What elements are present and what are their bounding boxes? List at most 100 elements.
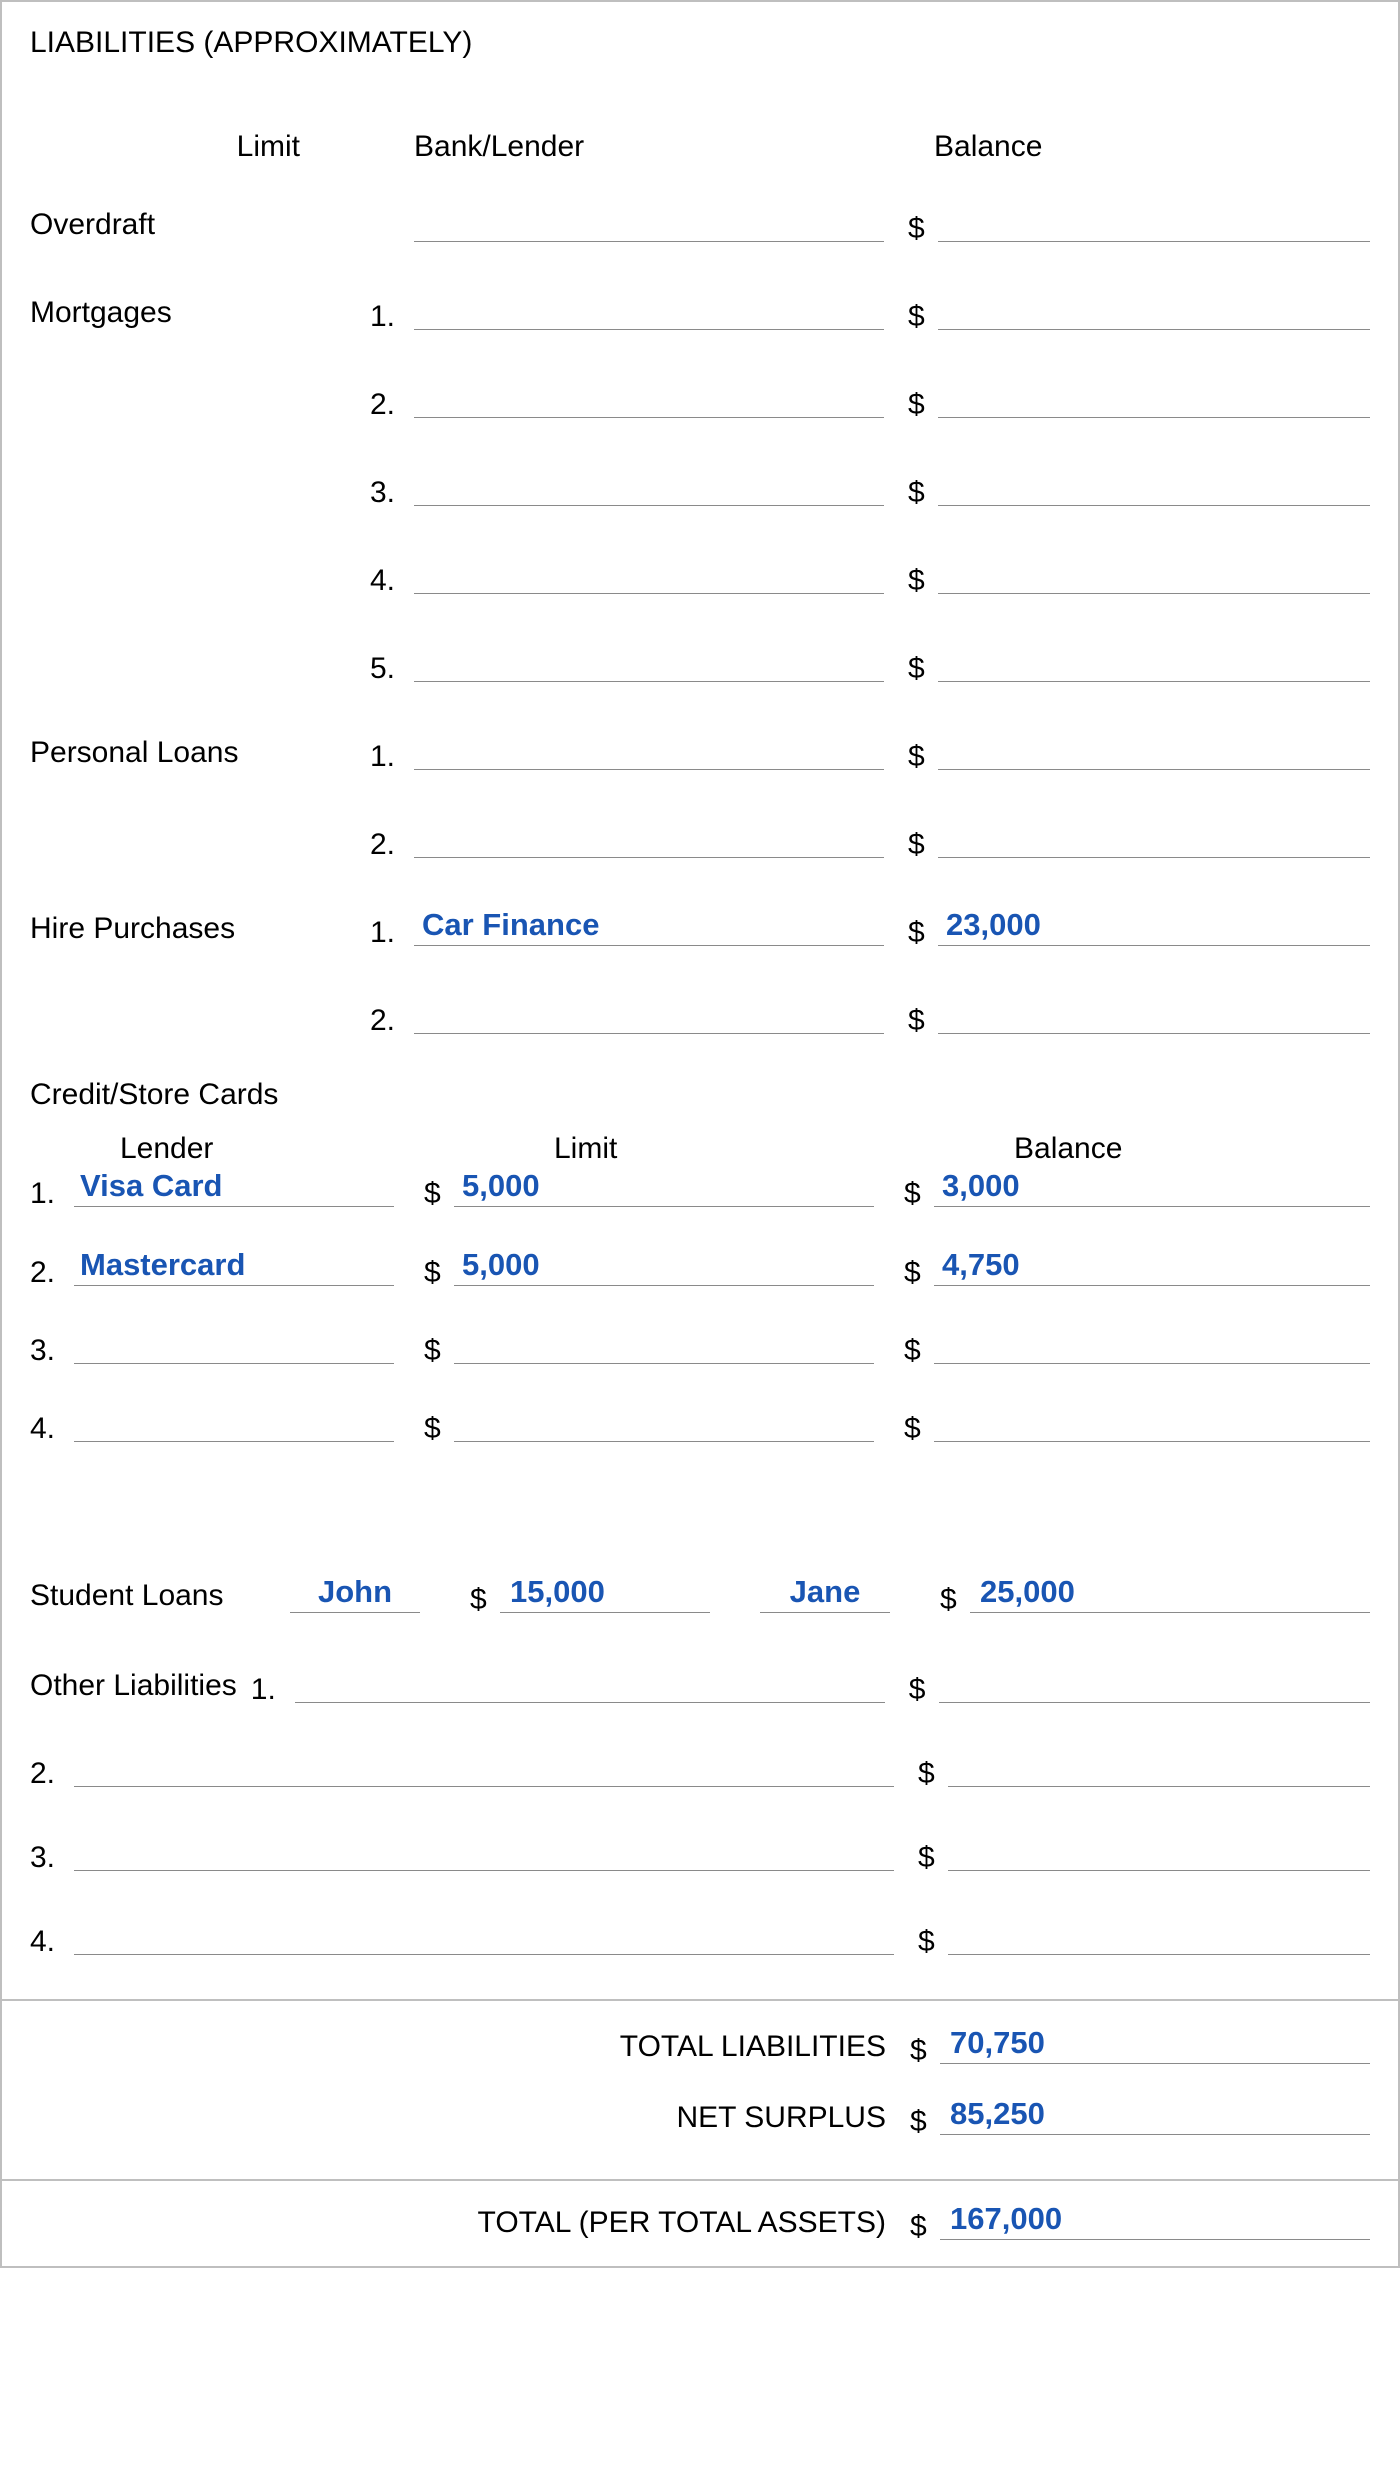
hire-purchase-balance-input[interactable] [938, 994, 1370, 1034]
mortgage-lender-input[interactable] [414, 466, 884, 506]
currency-symbol: $ [910, 2034, 940, 2068]
currency-symbol: $ [910, 2210, 940, 2244]
mortgage-row: 2.$ [30, 374, 1370, 418]
mortgage-lender-input[interactable] [414, 378, 884, 418]
header-balance: Balance [914, 130, 1370, 164]
student-loans-label: Student Loans [30, 1579, 290, 1613]
mortgage-balance-input[interactable] [938, 290, 1370, 330]
mortgage-row: 3.$ [30, 462, 1370, 506]
credit-card-lender-input[interactable] [74, 1324, 394, 1364]
credit-card-balance-input[interactable]: 4,750 [934, 1245, 1370, 1286]
other-liability-desc-input[interactable] [295, 1663, 885, 1703]
currency-symbol: $ [910, 2105, 940, 2139]
hire-purchase-lender-input[interactable] [414, 994, 884, 1034]
mortgage-lender-input[interactable] [414, 290, 884, 330]
credit-card-balance-input[interactable]: 3,000 [934, 1166, 1370, 1207]
credit-card-lender-input[interactable]: Visa Card [74, 1166, 394, 1207]
liabilities-form: LIABILITIES (APPROXIMATELY) Limit Bank/L… [0, 0, 1400, 2268]
currency-symbol: $ [908, 212, 938, 246]
mortgage-row: Mortgages1.$ [30, 286, 1370, 330]
personal-loan-row: Personal Loans1.$ [30, 726, 1370, 770]
currency-symbol: $ [904, 1412, 934, 1446]
other-liability-row: Other Liabilities1.$ [30, 1663, 1370, 1703]
student-loan-b-amount[interactable]: 25,000 [970, 1572, 1370, 1613]
hire-purchase-lender-input[interactable]: Car Finance [414, 905, 884, 946]
row-number: 2. [370, 388, 414, 422]
credit-card-limit-input[interactable]: 5,000 [454, 1166, 874, 1207]
total-liabilities-amount: 70,750 [940, 2023, 1370, 2064]
mortgage-lender-input[interactable] [414, 554, 884, 594]
other-liability-amount-input[interactable] [939, 1663, 1370, 1703]
totals-box: TOTAL LIABILITIES $ 70,750 NET SURPLUS $… [2, 1999, 1398, 2266]
personal-loan-lender-input[interactable] [414, 730, 884, 770]
credit-cards-headers: Lender Limit Balance [30, 1132, 1370, 1166]
overdraft-lender-input[interactable] [414, 202, 884, 242]
currency-symbol: $ [424, 1256, 454, 1290]
other-liability-amount-input[interactable] [948, 1831, 1370, 1871]
mortgage-balance-input[interactable] [938, 554, 1370, 594]
student-loan-b-name[interactable]: Jane [760, 1572, 890, 1613]
hire-purchase-balance-input[interactable]: 23,000 [938, 905, 1370, 946]
student-loans-row: Student Loans John $ 15,000 Jane $ 25,00… [30, 1572, 1370, 1613]
currency-symbol: $ [909, 1673, 939, 1707]
mortgage-balance-input[interactable] [938, 642, 1370, 682]
overdraft-balance-input[interactable] [938, 202, 1370, 242]
currency-symbol: $ [918, 1757, 948, 1791]
other-liability-desc-input[interactable] [74, 1915, 894, 1955]
column-headers: Limit Bank/Lender Balance [30, 130, 1370, 164]
student-loan-a-name[interactable]: John [290, 1572, 420, 1613]
credit-card-limit-input[interactable] [454, 1324, 874, 1364]
row-number: 1. [251, 1673, 295, 1707]
other-liability-row: 3.$ [30, 1831, 1370, 1871]
grand-total-label: TOTAL (PER TOTAL ASSETS) [478, 2206, 886, 2240]
currency-symbol: $ [908, 300, 938, 334]
personal-loan-balance-input[interactable] [938, 818, 1370, 858]
total-liabilities-row: TOTAL LIABILITIES $ 70,750 [30, 2023, 1370, 2064]
credit-card-lender-input[interactable]: Mastercard [74, 1245, 394, 1286]
row-number: 3. [30, 1841, 74, 1875]
mortgage-row: 4.$ [30, 550, 1370, 594]
personal-loan-row: 2.$ [30, 814, 1370, 858]
other-liability-desc-input[interactable] [74, 1747, 894, 1787]
net-surplus-row: NET SURPLUS $ 85,250 [30, 2094, 1370, 2135]
row-number: 3. [30, 1334, 74, 1368]
cc-header-lender: Lender [30, 1132, 414, 1166]
row-number: 2. [370, 828, 414, 862]
currency-symbol: $ [908, 916, 938, 950]
credit-card-limit-input[interactable]: 5,000 [454, 1245, 874, 1286]
credit-card-lender-input[interactable] [74, 1402, 394, 1442]
row-number: 5. [370, 652, 414, 686]
credit-card-row: 3.$$ [30, 1324, 1370, 1364]
personal-loan-lender-input[interactable] [414, 818, 884, 858]
row-number: 4. [30, 1412, 74, 1446]
other-liabilities-label: Other Liabilities [30, 1669, 237, 1703]
credit-card-balance-input[interactable] [934, 1402, 1370, 1442]
row-number: 4. [30, 1925, 74, 1959]
other-liability-amount-input[interactable] [948, 1915, 1370, 1955]
row-number: 1. [370, 740, 414, 774]
grand-total-amount: 167,000 [940, 2199, 1370, 2240]
mortgage-lender-input[interactable] [414, 642, 884, 682]
other-liability-amount-input[interactable] [948, 1747, 1370, 1787]
other-liability-desc-input[interactable] [74, 1831, 894, 1871]
currency-symbol: $ [908, 1004, 938, 1038]
credit-card-balance-input[interactable] [934, 1324, 1370, 1364]
row-number: 3. [370, 476, 414, 510]
student-loan-a-amount[interactable]: 15,000 [500, 1572, 710, 1613]
mortgage-label: Mortgages [30, 296, 370, 330]
grand-total-row: TOTAL (PER TOTAL ASSETS) $ 167,000 [30, 2199, 1370, 2240]
row-number: 4. [370, 564, 414, 598]
row-number: 2. [370, 1004, 414, 1038]
credit-cards-label: Credit/Store Cards [30, 1078, 1370, 1112]
mortgage-balance-input[interactable] [938, 466, 1370, 506]
row-number: 2. [30, 1757, 74, 1791]
credit-card-limit-input[interactable] [454, 1402, 874, 1442]
currency-symbol: $ [918, 1925, 948, 1959]
currency-symbol: $ [424, 1412, 454, 1446]
currency-symbol: $ [908, 388, 938, 422]
mortgage-balance-input[interactable] [938, 378, 1370, 418]
net-surplus-label: NET SURPLUS [676, 2101, 886, 2135]
personal-loan-balance-input[interactable] [938, 730, 1370, 770]
cc-header-limit: Limit [414, 1132, 884, 1166]
currency-symbol: $ [424, 1334, 454, 1368]
